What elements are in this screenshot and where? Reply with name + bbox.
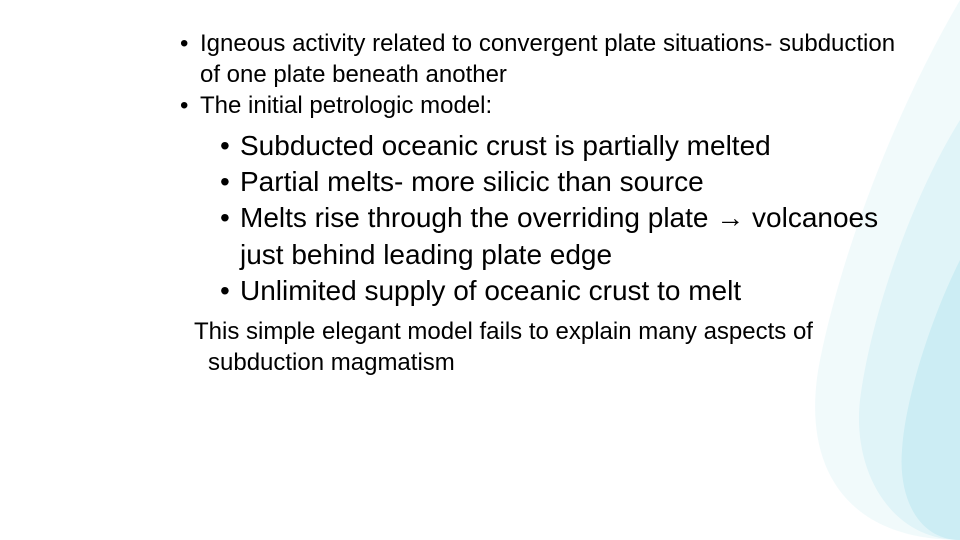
closing-paragraph: This simple elegant model fails to expla… (60, 316, 900, 378)
closing-text: This simple elegant model fails to expla… (180, 316, 900, 378)
level1-item: • Igneous activity related to convergent… (180, 28, 900, 90)
bullet-icon: • (180, 90, 200, 121)
bullet-icon: • (220, 273, 240, 309)
level2-text: Melts rise through the overriding plate … (240, 200, 900, 273)
level2-text: Subducted oceanic crust is partially mel… (240, 128, 900, 164)
level1-text: The initial petrologic model: (200, 90, 900, 121)
bullet-icon: • (220, 200, 240, 273)
bullet-icon: • (220, 164, 240, 200)
level2-item: • Unlimited supply of oceanic crust to m… (220, 273, 900, 309)
slide-body: • Igneous activity related to convergent… (0, 0, 960, 378)
level1-list: • Igneous activity related to convergent… (60, 28, 900, 122)
bullet-icon: • (180, 28, 200, 90)
level2-item: • Melts rise through the overriding plat… (220, 200, 900, 273)
bullet-icon: • (220, 128, 240, 164)
level1-item: • The initial petrologic model: (180, 90, 900, 121)
level1-text: Igneous activity related to convergent p… (200, 28, 900, 90)
level2-item: • Subducted oceanic crust is partially m… (220, 128, 900, 164)
level2-text: Partial melts- more silicic than source (240, 164, 900, 200)
level2-item: • Partial melts- more silicic than sourc… (220, 164, 900, 200)
level2-text: Unlimited supply of oceanic crust to mel… (240, 273, 900, 309)
level2-list: • Subducted oceanic crust is partially m… (60, 128, 900, 310)
